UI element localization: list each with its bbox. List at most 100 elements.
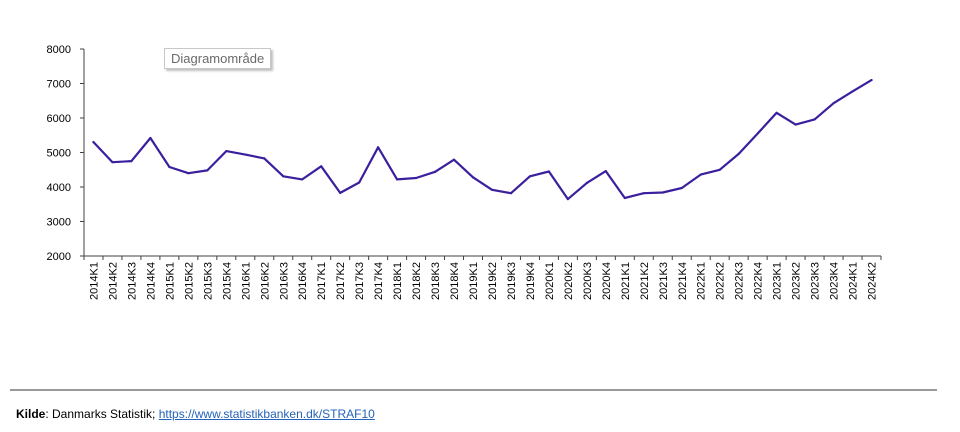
data-point [282,175,285,178]
y-tick-label: 8000 [47,44,71,56]
data-point [396,178,399,181]
x-tick-label: 2017K1 [316,262,328,300]
data-point [471,176,475,179]
data-point [851,90,854,93]
data-point [414,176,418,180]
source-label: Kilde [16,407,46,421]
y-tick-label: 2000 [47,251,71,263]
y-tick-label: 4000 [47,182,71,194]
x-tick-label: 2023K3 [810,262,822,300]
data-point [642,192,645,195]
x-tick-label: 2020K2 [563,262,575,300]
data-point [832,102,835,105]
data-point [756,132,759,135]
x-tick-label: 2020K1 [544,262,556,300]
y-tick-label: 6000 [47,113,71,125]
data-point [263,157,266,160]
x-tick-label: 2021K3 [658,262,670,300]
y-tick-label: 3000 [47,217,71,229]
series-line [92,78,873,201]
data-point [718,168,721,171]
data-point [661,191,664,194]
x-tick-label: 2014K2 [107,262,119,300]
data-point [149,136,152,140]
x-tick-label: 2019K3 [506,262,518,300]
data-point [377,146,380,149]
data-point [339,191,342,194]
data-point [206,169,209,172]
x-tick-label: 2017K4 [373,262,385,300]
tooltip-text: Diagramområde [171,51,265,66]
x-tick-label: 2018K1 [392,262,404,300]
footer-divider [10,389,937,391]
x-tick-label: 2024K2 [867,262,879,300]
x-tick-label: 2018K3 [430,262,442,300]
data-point [699,173,702,176]
y-tick-label: 5000 [47,148,71,160]
data-point [358,181,361,184]
x-tick-label: 2016K3 [278,262,290,300]
data-point [566,197,569,201]
x-tick-label: 2014K1 [88,262,100,300]
source-text: : Danmarks Statistik; [45,407,159,421]
data-point [509,192,513,195]
data-point [187,172,190,175]
x-tick-label: 2015K4 [221,262,233,300]
x-tick-label: 2017K3 [354,262,366,300]
data-point [680,186,683,190]
chart-area-tooltip: Diagramområde [164,48,272,69]
data-point [301,178,304,181]
x-tick-label: 2016K1 [240,262,252,300]
x-tick-label: 2015K2 [183,262,195,300]
data-point [585,181,588,184]
data-point [244,153,247,156]
x-tick-label: 2022K2 [715,262,727,300]
data-point [547,170,551,173]
data-point [168,165,171,169]
data-point [320,165,323,168]
source-note: Kilde: Danmarks Statistik; https://www.s… [16,407,375,421]
x-tick-label: 2018K4 [449,262,461,300]
x-tick-label: 2015K3 [202,262,214,300]
source-link[interactable]: https://www.statistikbanken.dk/STRAF10 [158,407,375,421]
data-point [528,175,532,178]
data-point [794,123,797,126]
data-point [433,170,437,173]
x-tick-label: 2022K3 [734,262,746,300]
data-point [452,158,456,161]
data-point [623,196,626,200]
data-point [130,160,133,163]
x-tick-label: 2024K1 [848,262,860,300]
data-point [490,188,494,191]
x-tick-label: 2023K4 [829,262,841,300]
y-tick-label: 7000 [47,79,71,91]
line-chart: 2000 3000 4000 5000 6000 7000 8000 2014K1 2014K2… [47,44,882,300]
data-point [813,118,816,121]
data-point [225,150,228,153]
x-tick-label: 2021K1 [620,262,632,300]
x-tick-label: 2019K4 [525,262,537,300]
x-tick-label: 2015K1 [164,262,176,300]
x-tick-label: 2023K2 [791,262,803,300]
data-point [111,161,114,164]
x-tick-label: 2020K4 [601,262,613,300]
x-tick-label: 2016K2 [259,262,271,300]
x-tick-label: 2023K1 [772,262,784,300]
x-tick-label: 2018K2 [411,262,423,300]
x-tick-label: 2022K4 [753,262,765,300]
x-tick-label: 2019K1 [468,262,480,300]
x-tick-label: 2019K2 [487,262,499,300]
x-tick-label: 2016K4 [297,262,309,300]
data-point [737,152,740,155]
x-tick-label: 2014K3 [126,262,138,300]
x-tick-label: 2021K2 [639,262,651,300]
x-tick-label: 2021K4 [677,262,689,300]
x-tick-label: 2020K3 [582,262,594,300]
data-point [604,170,607,173]
x-tick-label: 2022K1 [696,262,708,300]
x-tick-label: 2017K2 [335,262,347,300]
data-point [775,111,778,114]
x-tick-label: 2014K4 [145,262,157,300]
data-point [92,141,95,144]
data-point [870,78,873,82]
